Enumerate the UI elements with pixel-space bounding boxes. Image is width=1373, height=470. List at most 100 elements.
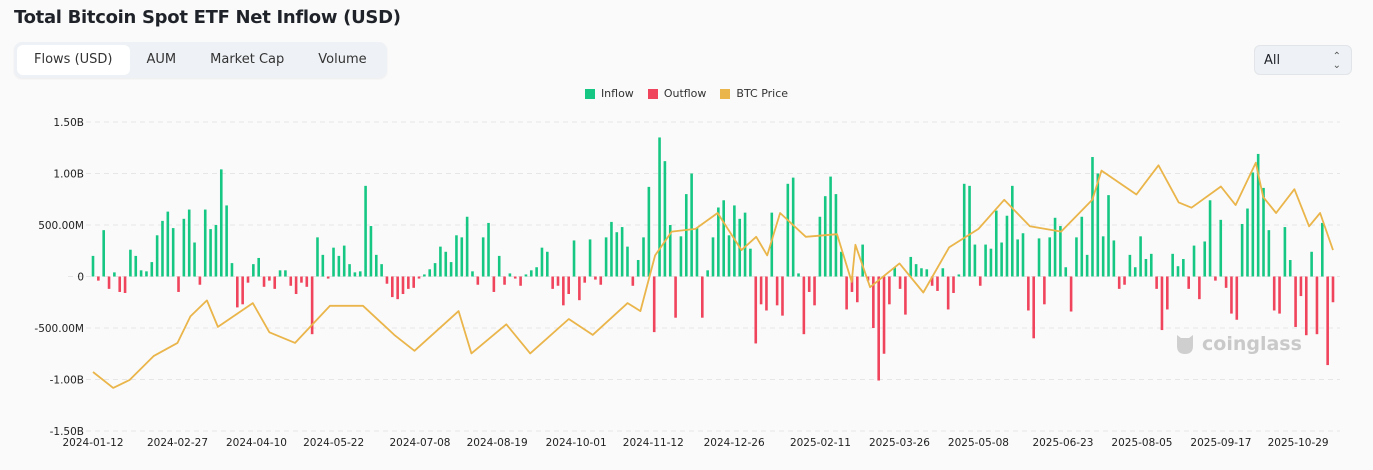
y-tick-label: -1.50B [50, 426, 84, 438]
outflow-bar [97, 276, 100, 281]
inflow-bar [1251, 172, 1255, 277]
outflow-bar [599, 276, 603, 285]
inflow-bar [1139, 236, 1142, 277]
inflow-bar [487, 222, 490, 277]
inflow-bar [433, 263, 437, 277]
inflow-bar [332, 247, 335, 277]
outflow-bar [198, 276, 202, 285]
inflow-bar [957, 274, 961, 277]
outflow-bar [946, 276, 950, 310]
outflow-bar [177, 276, 180, 292]
outflow-bar [1123, 276, 1126, 285]
inflow-bar [321, 254, 325, 277]
outflow-bar [1027, 276, 1030, 311]
outflow-bar [1235, 276, 1239, 320]
inflow-bar [524, 274, 528, 277]
inflow-bar [636, 260, 640, 277]
inflow-bar [1171, 253, 1174, 277]
inflow-bar [626, 246, 629, 277]
inflow-bar [914, 264, 918, 277]
outflow-bar [401, 276, 405, 295]
inflow-bar [727, 235, 731, 277]
outflow-bar [562, 276, 565, 306]
tab-flows[interactable]: Flows (USD) [17, 45, 130, 75]
inflow-bar [145, 271, 148, 277]
inflow-bar [471, 271, 474, 277]
inflow-bar [823, 196, 827, 277]
inflow-bar [1128, 254, 1132, 277]
price-swatch [720, 88, 731, 99]
inflow-bar [214, 225, 218, 277]
outflow-bar [1187, 276, 1190, 289]
inflow-bar [481, 237, 485, 277]
inflow-bar [1096, 173, 1100, 277]
inflow-bar [1059, 226, 1062, 277]
x-tick-label: 2024-05-22 [303, 437, 364, 449]
outflow-bar [856, 276, 859, 303]
inflow-bar [989, 248, 993, 277]
tab-volume[interactable]: Volume [318, 52, 367, 67]
inflow-bar [695, 228, 699, 277]
inflow-bar [444, 251, 448, 277]
inflow-bar [711, 237, 715, 277]
inflow-bar [973, 244, 977, 277]
inflow-bar [1091, 157, 1094, 277]
outflow-bar [246, 276, 250, 283]
inflow-bar [1016, 239, 1019, 277]
inflow-bar [1112, 240, 1116, 277]
inflow-bar [1203, 241, 1207, 277]
outflow-bar [583, 276, 587, 283]
inflow-bar [316, 237, 319, 277]
inflow-bar [893, 267, 897, 277]
outflow-bar [1294, 276, 1297, 327]
inflow-bar [455, 235, 458, 277]
y-tick-label: 500.00M [38, 220, 84, 232]
x-tick-label: 2024-07-08 [389, 437, 450, 449]
outflow-bar [701, 276, 704, 318]
inflow-bar [984, 244, 987, 277]
legend-item-outflow[interactable]: Outflow [647, 87, 707, 100]
inflow-bar [1288, 260, 1292, 277]
inflow-bar [743, 212, 747, 277]
inflow-bar [129, 249, 132, 277]
inflow-bar [925, 269, 929, 277]
x-tick-label: 2024-08-19 [467, 437, 528, 449]
legend-item-btc-price[interactable]: BTC Price [720, 87, 788, 100]
inflow-bar [834, 194, 838, 277]
y-tick-label: 1.00B [53, 169, 84, 181]
tab-aum[interactable]: AUM [146, 52, 177, 67]
inflow-bar [1208, 200, 1212, 277]
chevron-up-down-icon: ⌃ ⌄ [1332, 51, 1341, 71]
inflow-bar [278, 270, 282, 277]
outflow-bar [519, 276, 522, 286]
inflow-bar [284, 270, 287, 277]
legend-item-inflow[interactable]: Inflow [584, 87, 634, 100]
tab-market-cap[interactable]: Market Cap [210, 52, 285, 67]
outflow-bar [1214, 276, 1217, 281]
outflow-bar [807, 276, 811, 292]
outflow-bar [845, 276, 848, 310]
range-select[interactable]: All ⌃ ⌄ [1254, 45, 1352, 75]
outflow-bar [551, 276, 554, 289]
inflow-bar [1219, 219, 1223, 277]
inflow-bar [1256, 153, 1260, 277]
inflow-bar [460, 237, 464, 277]
inflow-bar [161, 220, 164, 277]
x-tick-label: 2025-06-23 [1032, 437, 1093, 449]
inflow-bar [962, 183, 966, 277]
inflow-bar [423, 274, 426, 277]
inflow-bar [1321, 222, 1324, 277]
x-tick-label: 2025-02-11 [790, 437, 851, 449]
inflow-bar [1011, 185, 1014, 277]
inflow-bar [342, 245, 346, 277]
outflow-bar [1032, 276, 1035, 339]
legend-label: Outflow [663, 87, 707, 100]
inflow-bar [829, 176, 832, 277]
outflow-bar [1166, 276, 1169, 310]
inflow-bar [968, 185, 971, 277]
inflow-bar [610, 221, 613, 277]
x-tick-label: 2024-02-27 [147, 437, 208, 449]
outflow-bar [1160, 276, 1164, 331]
outflow-bar [952, 276, 955, 293]
inflow-bar [1037, 238, 1041, 277]
